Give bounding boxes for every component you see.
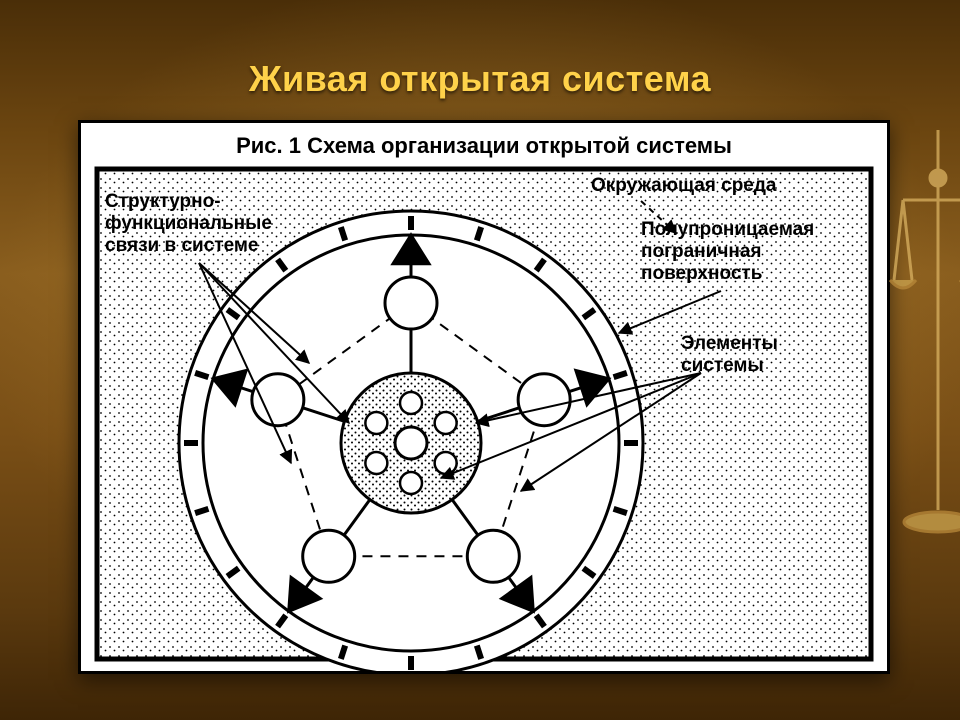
slide-title: Живая открытая система (0, 58, 960, 100)
scale-ornament-icon (888, 130, 960, 560)
slide: Живая открытая система Рис. 1 Схема орга… (0, 0, 960, 720)
open-system-diagram (81, 123, 887, 671)
diagram-panel: Рис. 1 Схема организации открытой систем… (78, 120, 890, 674)
